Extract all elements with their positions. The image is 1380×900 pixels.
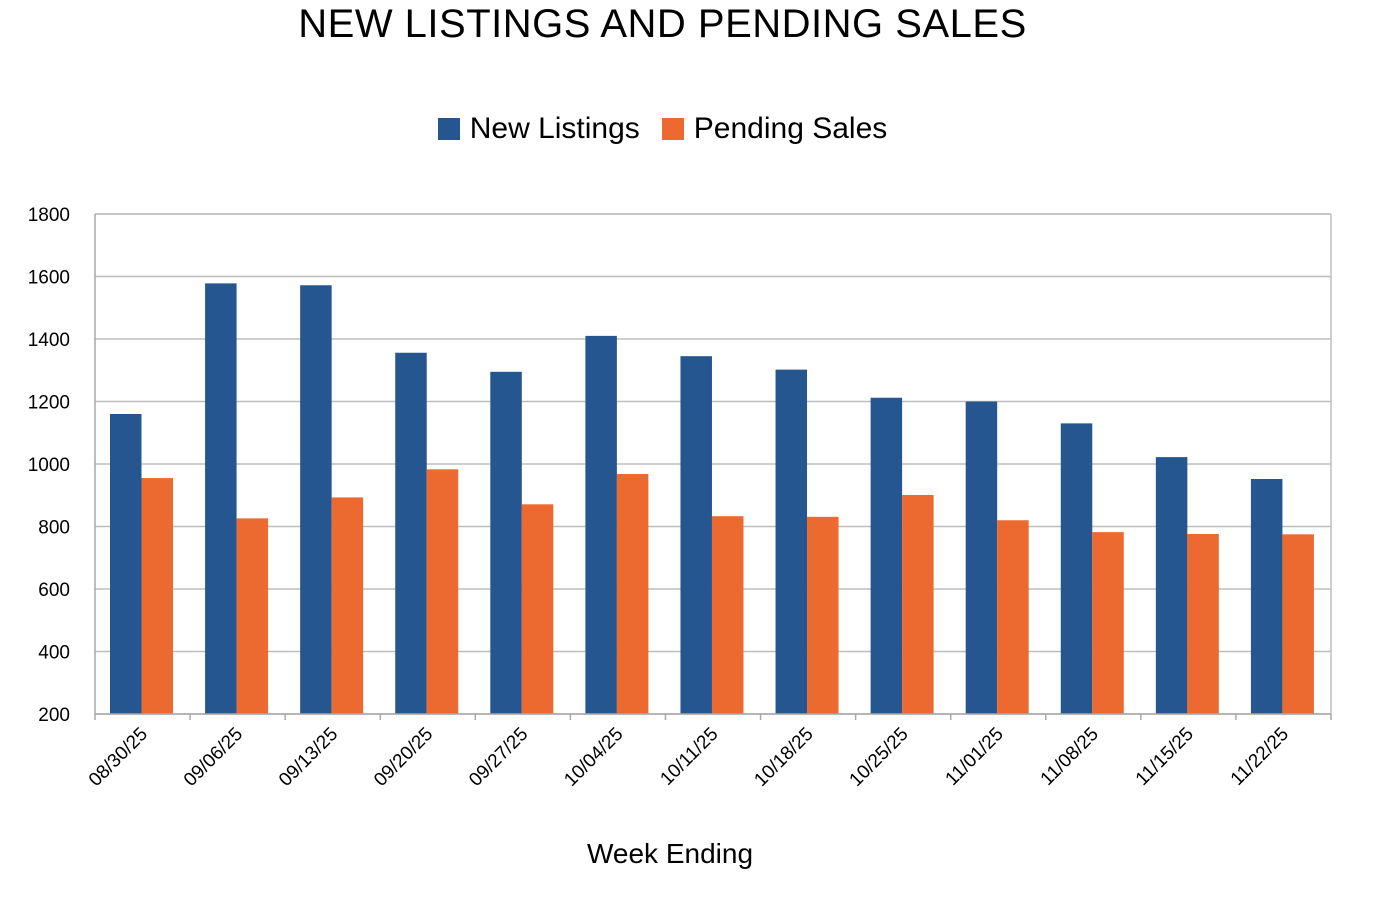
bar-pending-sales xyxy=(616,474,649,714)
x-tick-label: 09/20/25 xyxy=(370,724,437,791)
y-tick-label: 1400 xyxy=(28,330,70,351)
bar-new-listings xyxy=(680,356,712,714)
y-tick-label: 1000 xyxy=(28,455,70,476)
bar-pending-sales xyxy=(1092,532,1124,714)
legend-swatch-new-listings xyxy=(437,118,460,140)
bar-new-listings xyxy=(870,397,903,714)
bar-pending-sales xyxy=(426,469,459,714)
bar-new-listings xyxy=(110,414,142,714)
y-tick-label: 1200 xyxy=(28,393,70,414)
legend: New Listings Pending Sales xyxy=(0,112,1325,146)
bar-new-listings xyxy=(1250,479,1283,714)
bar-new-listings xyxy=(300,285,332,714)
bar-pending-sales xyxy=(141,478,173,714)
bar-pending-sales xyxy=(807,516,839,714)
x-tick-label: 11/01/25 xyxy=(942,724,1008,790)
chart-title: NEW LISTINGS AND PENDING SALES xyxy=(298,2,1027,46)
y-tick-label: 400 xyxy=(38,643,70,664)
bar-pending-sales xyxy=(236,518,269,714)
x-tick-label: 10/04/25 xyxy=(560,724,627,791)
bar-new-listings xyxy=(395,352,427,714)
y-tick-label: 600 xyxy=(38,580,70,601)
bar-pending-sales xyxy=(902,494,934,714)
bar-new-listings xyxy=(1155,457,1188,714)
legend-label-new-listings: New Listings xyxy=(469,112,640,145)
x-tick-label: 11/08/25 xyxy=(1037,724,1103,790)
y-tick-label: 200 xyxy=(38,705,70,726)
bar-new-listings xyxy=(205,283,237,714)
bar-pending-sales xyxy=(711,516,744,714)
bar-pending-sales xyxy=(997,520,1029,714)
bar-pending-sales xyxy=(1282,534,1314,714)
x-tick-label: 09/27/25 xyxy=(465,724,532,791)
x-tick-label: 10/11/25 xyxy=(656,724,722,790)
x-tick-label: 09/13/25 xyxy=(275,724,342,791)
x-tick-label: 11/22/25 xyxy=(1227,724,1293,790)
legend-swatch-pending-sales xyxy=(661,118,684,140)
x-axis-title: Week Ending xyxy=(586,838,754,869)
x-tick-label: 08/30/25 xyxy=(85,724,152,791)
x-tick-label: 10/18/25 xyxy=(750,724,817,791)
bar-pending-sales xyxy=(1187,534,1219,714)
x-tick-label: 09/06/25 xyxy=(180,724,247,791)
bar-pending-sales xyxy=(521,504,554,714)
legend-label-pending-sales: Pending Sales xyxy=(693,112,888,145)
bar-new-listings xyxy=(965,401,998,714)
bar-new-listings xyxy=(585,335,617,714)
y-tick-label: 1600 xyxy=(28,268,70,289)
bar-pending-sales xyxy=(331,497,364,714)
y-tick-label: 1800 xyxy=(28,205,70,226)
legend-item-new-listings: New Listings xyxy=(437,112,640,146)
bar-new-listings xyxy=(775,369,808,714)
x-tick-label: 11/15/25 xyxy=(1132,724,1198,790)
bar-new-listings xyxy=(490,371,522,714)
legend-item-pending-sales: Pending Sales xyxy=(661,112,888,146)
x-tick-label: 10/25/25 xyxy=(846,724,913,791)
bar-new-listings xyxy=(1060,423,1093,714)
y-tick-label: 800 xyxy=(38,518,70,539)
